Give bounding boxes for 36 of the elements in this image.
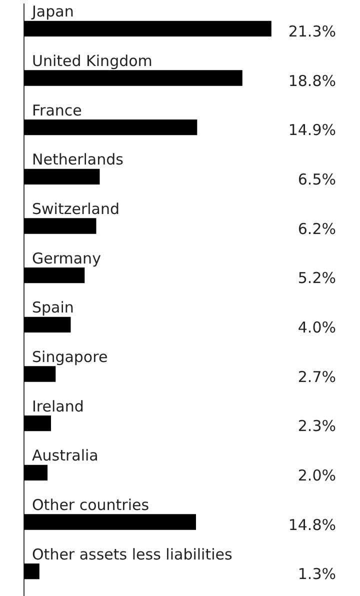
bar bbox=[24, 70, 242, 86]
bar bbox=[24, 366, 56, 382]
bar bbox=[24, 168, 100, 184]
y-tick-label: Other countries bbox=[32, 496, 150, 514]
bar bbox=[24, 564, 40, 580]
bar bbox=[24, 416, 52, 432]
bar bbox=[24, 514, 196, 530]
data-label: 1.3% bbox=[298, 565, 336, 584]
data-label: 21.3% bbox=[288, 22, 336, 41]
y-tick-label: France bbox=[32, 101, 82, 120]
y-tick-label: Switzerland bbox=[32, 200, 120, 218]
y-tick-label: United Kingdom bbox=[32, 52, 152, 70]
data-label: 2.3% bbox=[298, 417, 336, 436]
data-label: 5.2% bbox=[298, 269, 336, 288]
bar bbox=[24, 120, 198, 136]
data-label: 14.9% bbox=[288, 121, 336, 140]
data-label: 6.2% bbox=[298, 220, 336, 238]
y-tick-label: Germany bbox=[32, 249, 102, 268]
data-label: 4.0% bbox=[298, 318, 336, 337]
y-tick-label: Spain bbox=[32, 298, 74, 317]
data-label: 14.8% bbox=[288, 516, 336, 534]
y-tick-label: Singapore bbox=[32, 348, 108, 366]
bar bbox=[24, 20, 272, 36]
y-tick-label: Australia bbox=[32, 446, 98, 465]
y-tick-label: Ireland bbox=[32, 397, 84, 416]
bar bbox=[24, 316, 71, 332]
data-label: 2.0% bbox=[298, 466, 336, 485]
y-tick-label: Netherlands bbox=[32, 150, 124, 169]
bar bbox=[24, 218, 96, 234]
data-label: 6.5% bbox=[298, 170, 336, 189]
y-tick-label: Japan bbox=[31, 2, 74, 21]
data-label: 18.8% bbox=[288, 72, 336, 90]
data-label: 2.7% bbox=[298, 368, 336, 386]
bar bbox=[24, 268, 85, 284]
y-tick-label: Other assets less liabilities bbox=[32, 545, 232, 564]
bar bbox=[24, 464, 48, 480]
